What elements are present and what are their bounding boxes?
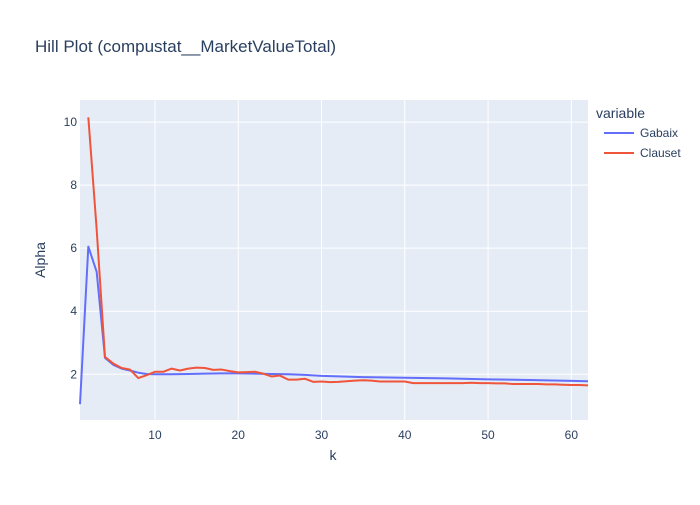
legend-items: Gabaix Clauset bbox=[604, 126, 681, 160]
chart-title: Hill Plot (compustat__MarketValueTotal) bbox=[35, 37, 336, 56]
x-tick-label: 30 bbox=[315, 428, 329, 442]
x-tick-label: 60 bbox=[565, 428, 579, 442]
legend-title: variable bbox=[596, 105, 645, 121]
tick-labels: 10 20 30 40 50 60 2 4 6 8 10 bbox=[64, 115, 579, 442]
x-tick-label: 40 bbox=[398, 428, 412, 442]
x-tick-label: 20 bbox=[232, 428, 246, 442]
y-tick-label: 10 bbox=[64, 115, 78, 129]
x-tick-label: 10 bbox=[148, 428, 162, 442]
legend-item-label: Clauset bbox=[640, 146, 681, 160]
x-axis-label: k bbox=[330, 447, 338, 463]
x-tick-label: 50 bbox=[481, 428, 495, 442]
y-tick-label: 6 bbox=[70, 241, 77, 255]
series-line-clauset bbox=[87, 117, 589, 387]
series-lines bbox=[79, 117, 589, 405]
y-tick-label: 4 bbox=[70, 304, 77, 318]
plot-area bbox=[80, 100, 588, 420]
y-axis-label: Alpha bbox=[32, 242, 48, 278]
gridlines bbox=[80, 100, 588, 420]
y-tick-label: 8 bbox=[70, 178, 77, 192]
legend: variable Gabaix Clauset bbox=[596, 105, 681, 160]
legend-item-label: Gabaix bbox=[640, 126, 678, 140]
y-tick-label: 2 bbox=[70, 367, 77, 381]
